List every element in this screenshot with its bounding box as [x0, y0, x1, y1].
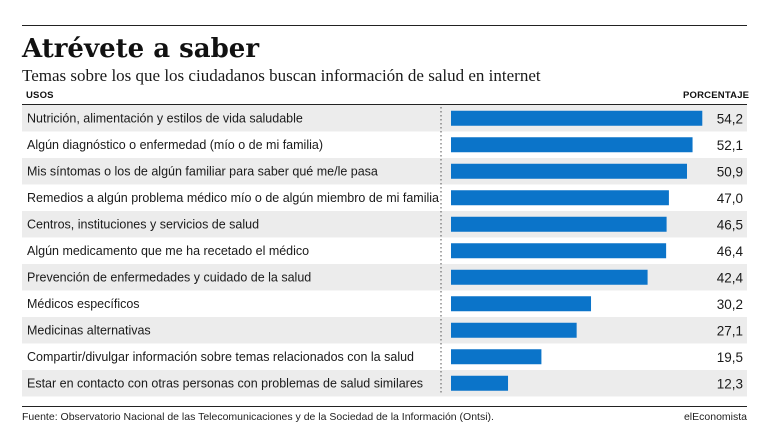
- value-label: 54,2: [717, 111, 743, 126]
- bar: [451, 163, 687, 179]
- footer-rule: [22, 406, 747, 407]
- chart-title: Atrévete a saber: [22, 34, 260, 64]
- bar: [451, 296, 592, 312]
- value-label: 42,4: [717, 270, 744, 285]
- bar: [451, 110, 703, 126]
- bar: [451, 322, 577, 338]
- bar: [451, 216, 667, 232]
- value-label: 12,3: [717, 376, 743, 391]
- publisher-credit: elEconomista: [683, 411, 747, 423]
- value-label: 52,1: [717, 138, 743, 153]
- value-label: 50,9: [717, 164, 743, 179]
- value-label: 46,4: [717, 244, 744, 259]
- category-label: Nutrición, alimentación y estilos de vid…: [27, 111, 303, 125]
- bar: [451, 349, 542, 365]
- value-label: 27,1: [717, 323, 743, 338]
- category-label: Algún diagnóstico o enfermedad (mío o de…: [27, 138, 323, 152]
- value-label: 30,2: [717, 297, 743, 312]
- category-label: Mis síntomas o los de algún familiar par…: [27, 164, 378, 178]
- category-label: Médicos específicos: [27, 297, 140, 311]
- bar: [451, 375, 509, 391]
- column-header-porcentaje: PORCENTAJE: [683, 90, 750, 101]
- bar: [451, 190, 669, 206]
- category-label: Estar en contacto con otras personas con…: [27, 376, 423, 390]
- row-stripe: [22, 370, 747, 397]
- bar: [451, 243, 667, 259]
- value-label: 47,0: [717, 191, 743, 206]
- bar: [451, 137, 693, 153]
- top-rule: [22, 25, 747, 26]
- category-label: Centros, instituciones y servicios de sa…: [27, 217, 259, 231]
- source-note: Fuente: Observatorio Nacional de las Tel…: [22, 411, 494, 423]
- bar: [451, 269, 648, 285]
- chart-subtitle: Temas sobre los que los ciudadanos busca…: [22, 66, 541, 85]
- category-label: Compartir/divulgar información sobre tem…: [27, 350, 414, 364]
- row-stripe: [22, 317, 747, 344]
- value-label: 46,5: [717, 217, 743, 232]
- value-label: 19,5: [717, 350, 743, 365]
- header-rule: [22, 104, 747, 105]
- category-label: Remedios a algún problema médico mío o d…: [27, 191, 439, 205]
- category-label: Prevención de enfermedades y cuidado de …: [27, 270, 311, 284]
- category-label: Medicinas alternativas: [27, 323, 151, 337]
- category-label: Algún medicamento que me ha recetado el …: [27, 244, 309, 258]
- column-header-usos: USOS: [26, 90, 54, 101]
